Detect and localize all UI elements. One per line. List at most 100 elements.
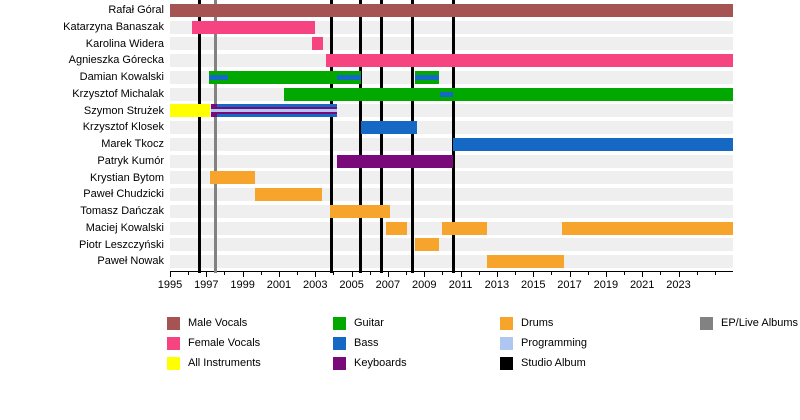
member-name-label: Szymon Strużek [83, 104, 164, 117]
legend-label: Female Vocals [188, 337, 261, 349]
member-row-track [170, 204, 733, 218]
timeline-bar-drums [386, 221, 407, 235]
timeline-bar-female-vocals [191, 20, 316, 34]
axis-major-tick [533, 272, 535, 277]
studio-album-line [451, 0, 455, 273]
axis-major-tick [206, 272, 208, 277]
axis-major-tick [496, 272, 498, 277]
axis-minor-tick [224, 272, 226, 275]
axis-year-label: 2003 [303, 279, 328, 291]
axis-major-tick [642, 272, 644, 277]
studio-album-line [410, 0, 414, 273]
legend-item: EP/Live Albums [700, 313, 798, 333]
legend-column: Drums Programming Studio Album [500, 313, 587, 373]
studio-album-line [359, 0, 363, 273]
timeline-bar-bass [209, 74, 229, 80]
axis-major-tick [605, 272, 607, 277]
legend-swatch-female-vocals [167, 336, 180, 350]
axis-year-label: 2005 [339, 279, 364, 291]
timeline-bar-drums [329, 204, 390, 218]
axis-major-tick [387, 272, 389, 277]
axis-year-label: 2019 [593, 279, 619, 291]
legend-column: EP/Live Albums [700, 313, 798, 333]
member-row-track [170, 121, 733, 135]
member-name-label: Krystian Bytom [90, 171, 164, 184]
axis-minor-tick [624, 272, 626, 275]
member-row-track [170, 37, 733, 51]
axis-minor-tick [587, 272, 589, 275]
member-name-label: Rafał Góral [108, 4, 164, 16]
legend-swatch-ep-live [700, 316, 713, 330]
timeline-bar-drums [486, 255, 565, 269]
member-name-label: Maciej Kowalski [85, 221, 164, 234]
legend-item: All Instruments [167, 353, 261, 373]
timeline-bar-drums [415, 238, 439, 252]
member-name-label: Agnieszka Górecka [68, 54, 164, 67]
member-row-track [170, 171, 733, 185]
axis-minor-tick [406, 272, 408, 275]
axis-major-tick [569, 272, 571, 277]
legend-item: Drums [500, 313, 587, 333]
legend-item: Guitar [333, 313, 407, 333]
legend-label: Bass [354, 337, 379, 349]
axis-minor-tick [260, 272, 262, 275]
legend-swatch-male-vocals [167, 316, 180, 330]
timeline-bar-female-vocals [326, 54, 733, 68]
legend-label: Male Vocals [188, 317, 248, 329]
axis-minor-tick [714, 272, 716, 275]
timeline-bar-drums [442, 221, 487, 235]
member-name-label: Karolina Widera [85, 37, 164, 50]
ep-live-album-line [213, 0, 217, 273]
legend-label: EP/Live Albums [721, 317, 799, 329]
axis-minor-tick [551, 272, 553, 275]
studio-album-line [197, 0, 201, 273]
timeline-bar-bass [439, 91, 454, 97]
studio-album-line [330, 0, 334, 273]
member-names-column: Rafał Góral Katarzyna Banaszak Karolina Wi… [0, 2, 166, 270]
axis-year-label: 2017 [557, 279, 582, 291]
axis-major-tick [315, 272, 317, 277]
legend-swatch-studio-album [500, 356, 513, 370]
axis-year-label: 2021 [629, 279, 655, 291]
legend-swatch-all-instruments [167, 356, 180, 370]
timeline-bar-programming [210, 109, 338, 113]
legend-swatch-bass [333, 336, 346, 350]
legend-item: Keyboards [333, 353, 407, 373]
timeline-bar-drums [209, 171, 256, 185]
timeline-bar-drums [255, 188, 322, 202]
axis-minor-tick [442, 272, 444, 275]
axis-minor-tick [660, 272, 662, 275]
member-name-label: Krzysztof Michalak [72, 87, 164, 100]
axis-year-label: 2023 [666, 279, 691, 291]
axis-minor-tick [297, 272, 299, 275]
timeline-bar-guitar [284, 87, 733, 101]
member-name-label: Paweł Nowak [97, 255, 164, 268]
axis-year-label: 1995 [157, 279, 183, 291]
timeline-plot-area [170, 0, 733, 273]
timeline-bar-bass [453, 137, 733, 151]
axis-major-tick [678, 272, 680, 277]
legend-swatch-guitar [333, 316, 346, 330]
axis-year-label: 2015 [520, 279, 546, 291]
axis-major-tick [242, 272, 244, 277]
timeline-bar-guitar [209, 70, 361, 84]
x-axis: 1995 1997 1999 2001 2003 2005 2007 2009 2011 2013… [158, 271, 733, 312]
legend-item: Programming [500, 333, 587, 353]
axis-minor-tick [333, 272, 335, 275]
timeline-bar-male-vocals [170, 3, 733, 17]
axis-minor-tick [188, 272, 190, 275]
legend-label: Programming [521, 337, 588, 349]
axis-year-label: 2007 [375, 279, 401, 291]
member-name-label: Piotr Leszczyński [79, 238, 164, 251]
member-name-label: Tomasz Dańczak [80, 205, 164, 217]
legend: Male Vocals Female Vocals All Instruments G… [167, 313, 800, 377]
axis-year-label: 2009 [412, 279, 437, 291]
axis-major-tick [351, 272, 353, 277]
axis-year-label: 2011 [448, 279, 473, 291]
timeline-bar-bass [337, 74, 361, 80]
axis-major-tick [424, 272, 426, 277]
axis-minor-tick [515, 272, 517, 275]
timeline-bar-bass [415, 74, 439, 80]
axis-year-label: 1999 [230, 279, 255, 291]
